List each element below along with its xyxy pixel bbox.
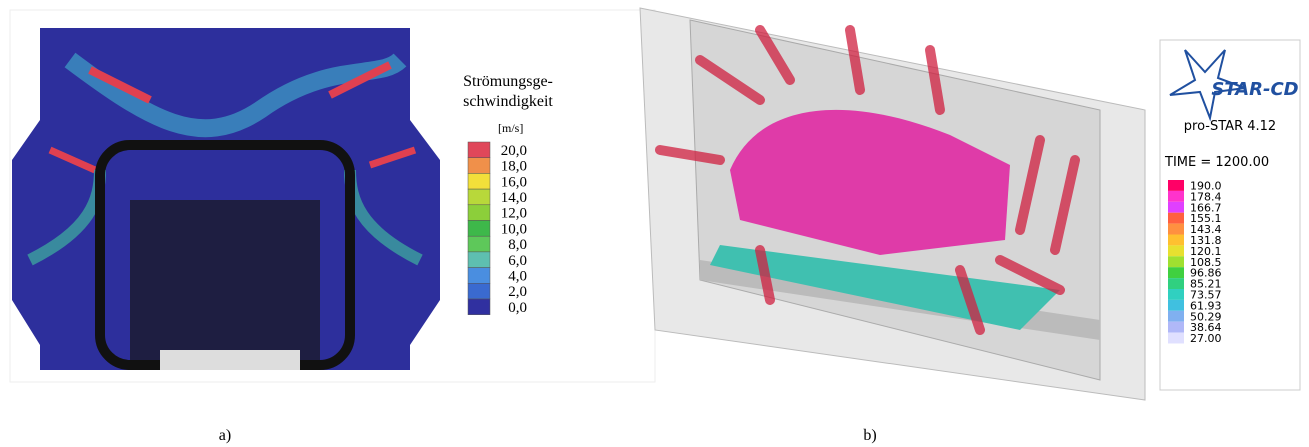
legend-swatch bbox=[468, 221, 490, 237]
legend-swatch bbox=[468, 173, 490, 189]
caption: b) bbox=[863, 427, 876, 444]
legend-swatch bbox=[468, 268, 490, 284]
caption: a) bbox=[219, 427, 231, 444]
legend-label: 20,0 bbox=[501, 143, 527, 159]
colorbar-swatch bbox=[1168, 300, 1184, 311]
legend-swatch bbox=[468, 236, 490, 252]
colorbar-swatch bbox=[1168, 333, 1184, 344]
colorbar-swatch bbox=[1168, 202, 1184, 213]
colorbar-swatch bbox=[1168, 311, 1184, 322]
time: TIME = 1200.00 bbox=[1164, 155, 1269, 170]
figure: STAR-CD pro-STAR 4.12 TIME = 1200.00 Str… bbox=[0, 0, 1309, 447]
colorbar-swatch bbox=[1168, 191, 1184, 202]
legend-label: 14,0 bbox=[501, 190, 527, 206]
colorbar-swatch bbox=[1168, 267, 1184, 278]
colorbar-swatch bbox=[1168, 180, 1184, 191]
version: pro-STAR 4.12 bbox=[1184, 119, 1276, 134]
legend-swatch bbox=[468, 252, 490, 268]
legend-label: 16,0 bbox=[501, 174, 527, 190]
legend-label: 18,0 bbox=[501, 159, 527, 175]
legend-swatch bbox=[468, 299, 490, 315]
legend-swatch bbox=[468, 205, 490, 221]
colorbar-swatch bbox=[1168, 289, 1184, 300]
legend-label: 2,0 bbox=[508, 284, 527, 300]
legend-label: 4,0 bbox=[508, 268, 527, 284]
unit: [m/s] bbox=[498, 121, 523, 135]
colorbar-swatch bbox=[1168, 322, 1184, 333]
legend-title-a: Strömungsge- bbox=[463, 73, 553, 90]
colorbar-swatch bbox=[1168, 256, 1184, 267]
colorbar-label: 27.00 bbox=[1190, 332, 1222, 345]
colorbar-swatch bbox=[1168, 235, 1184, 246]
legend-swatch bbox=[468, 142, 490, 158]
colorbar-swatch bbox=[1168, 213, 1184, 224]
legend-title-a: schwindigkeit bbox=[463, 93, 553, 110]
legend-label: 8,0 bbox=[508, 237, 527, 253]
flow-image-a bbox=[10, 10, 655, 382]
colorbar-swatch bbox=[1168, 278, 1184, 289]
logo-text: STAR-CD bbox=[1211, 79, 1298, 100]
legend-swatch bbox=[468, 189, 490, 205]
colorbar-swatch bbox=[1168, 224, 1184, 235]
legend-label: 12,0 bbox=[501, 206, 527, 222]
legend-swatch bbox=[468, 158, 490, 174]
flow-image-b bbox=[640, 8, 1145, 400]
legend-label: 0,0 bbox=[508, 300, 527, 316]
colorbar-swatch bbox=[1168, 245, 1184, 256]
legend-label: 6,0 bbox=[508, 253, 527, 269]
legend-swatch bbox=[468, 283, 490, 299]
legend-label: 10,0 bbox=[501, 221, 527, 237]
